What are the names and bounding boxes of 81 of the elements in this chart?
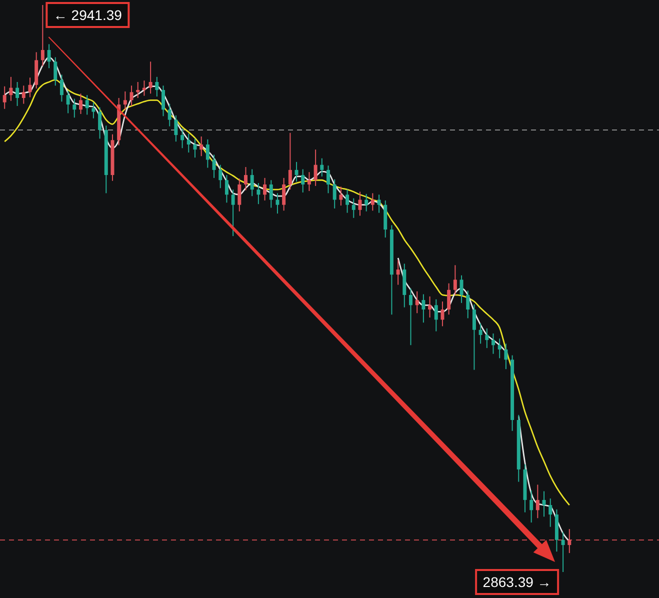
candlestick xyxy=(288,132,292,190)
candlestick xyxy=(307,172,311,192)
candlestick xyxy=(561,531,565,572)
candlestick xyxy=(136,81,140,98)
candlestick xyxy=(326,165,330,194)
candlestick xyxy=(548,498,552,528)
annotation: ← 2941.39 xyxy=(53,7,122,23)
candlestick xyxy=(9,76,13,102)
candlestick xyxy=(428,296,432,318)
candlestick xyxy=(542,490,546,518)
candlestick xyxy=(218,164,222,189)
candlestick xyxy=(314,149,318,186)
candlestick xyxy=(492,332,495,354)
candlestick xyxy=(294,161,298,182)
candlestick xyxy=(301,168,305,193)
candlestick xyxy=(472,304,476,370)
candlestick xyxy=(466,290,470,319)
candlestick xyxy=(460,274,464,304)
candlestick xyxy=(85,94,89,116)
candlestick xyxy=(193,138,197,158)
candlestick xyxy=(148,61,152,94)
candlestick xyxy=(180,128,184,149)
candlestick xyxy=(174,114,178,142)
candlestick xyxy=(28,77,32,98)
candlestick xyxy=(276,192,280,214)
candlestick xyxy=(66,90,70,114)
candlestick xyxy=(339,186,343,206)
candlestick xyxy=(498,338,502,359)
candlestick xyxy=(40,4,44,66)
candlestick xyxy=(92,102,96,119)
candlestick xyxy=(352,198,356,218)
candlestick xyxy=(478,322,482,344)
candlestick xyxy=(224,174,228,204)
candlestick xyxy=(415,290,419,314)
candlestick xyxy=(530,490,534,523)
candlestick xyxy=(440,301,444,327)
candlestick xyxy=(54,56,58,86)
candlestick xyxy=(282,177,286,212)
candlestick xyxy=(434,298,438,332)
candlestick xyxy=(200,136,204,157)
candlestick xyxy=(332,178,336,209)
candlestick xyxy=(16,81,20,106)
candlestick xyxy=(123,90,127,111)
candlestick xyxy=(98,106,102,140)
candlestick xyxy=(256,182,260,205)
candlestick xyxy=(2,86,6,110)
candlestick xyxy=(79,93,82,114)
candlestick xyxy=(447,282,451,316)
candlestick xyxy=(212,154,216,178)
candlestick xyxy=(370,192,374,212)
candlestick xyxy=(72,98,76,118)
candlestick xyxy=(453,264,457,296)
candlestick xyxy=(409,288,412,346)
candlestick xyxy=(346,189,350,214)
candlestick xyxy=(263,177,267,201)
candlestick xyxy=(364,193,368,212)
candlestick xyxy=(422,294,426,324)
candlestick xyxy=(396,260,400,286)
candlestick xyxy=(168,103,172,127)
candlestick xyxy=(244,166,248,191)
candlestick xyxy=(377,194,381,214)
candlestick xyxy=(162,85,165,117)
candlestick xyxy=(568,528,572,554)
candlestick xyxy=(485,328,489,349)
candlestick xyxy=(47,44,51,69)
candlestick xyxy=(238,178,242,212)
candlestick xyxy=(155,76,159,98)
candlestick xyxy=(206,138,210,168)
text: 2863.39 → xyxy=(482,574,552,590)
candlestick xyxy=(130,85,134,106)
candlestick xyxy=(536,484,540,519)
candlestick xyxy=(250,168,254,197)
candlestick xyxy=(22,85,26,104)
candlestick xyxy=(320,158,324,177)
candlestick xyxy=(60,74,64,102)
candlestick xyxy=(269,180,273,208)
candlestick xyxy=(142,80,146,96)
candlestick xyxy=(358,191,362,216)
candlestick xyxy=(504,343,508,370)
candlestick xyxy=(186,133,190,153)
candlestick xyxy=(231,189,235,237)
